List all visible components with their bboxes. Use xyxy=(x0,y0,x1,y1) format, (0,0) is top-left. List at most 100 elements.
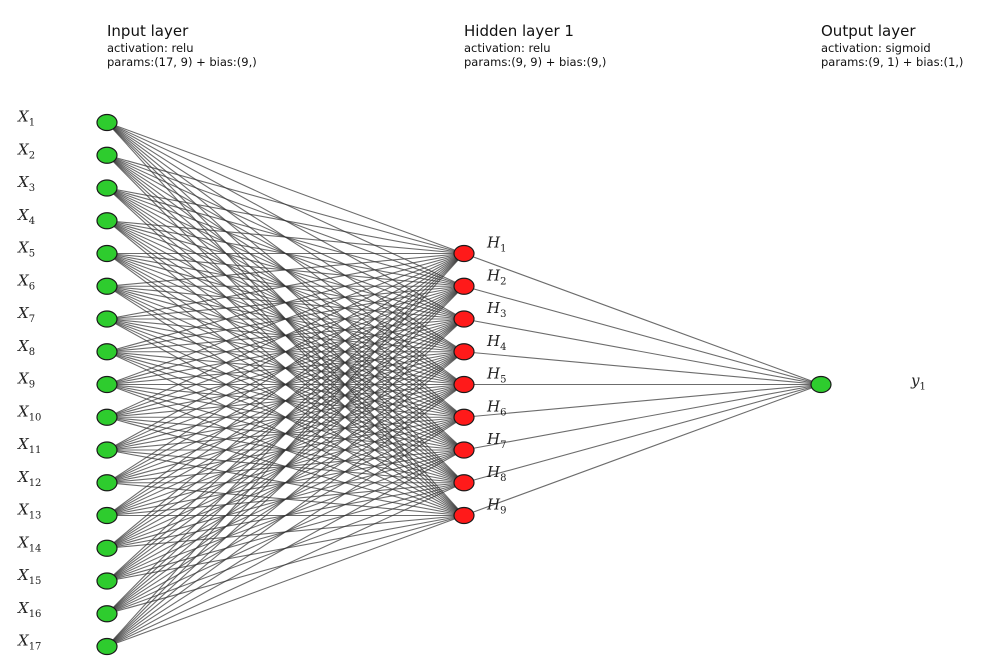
input-label-13: X13 xyxy=(17,501,41,522)
edge-hidden-4-to-output-1 xyxy=(463,351,822,386)
edge-input-11-to-hidden-1 xyxy=(106,253,465,451)
input-label-17: X17 xyxy=(17,632,41,653)
edge-input-17-to-hidden-8 xyxy=(106,482,465,647)
layer-activation: activation: relu xyxy=(107,41,194,55)
hidden-label-7: H7 xyxy=(486,430,506,451)
nodes-group xyxy=(96,113,832,656)
edge-input-4-to-hidden-1 xyxy=(106,220,465,255)
hidden-node-3 xyxy=(453,310,475,328)
edge-input-17-to-hidden-9 xyxy=(106,514,465,648)
input-node-9 xyxy=(96,375,118,394)
input-label-1: X1 xyxy=(17,108,35,129)
edge-input-1-to-hidden-1 xyxy=(106,121,465,255)
layer-header-input: Input layer activation: relu params:(17,… xyxy=(107,22,257,69)
input-node-16 xyxy=(96,605,118,623)
edge-input-17-to-hidden-5 xyxy=(106,384,465,647)
hidden-label-8: H8 xyxy=(486,463,506,484)
hidden-label-9: H9 xyxy=(486,496,506,517)
hidden-label-5: H5 xyxy=(486,365,506,386)
hidden-label-4: H4 xyxy=(486,332,506,353)
hidden-node-8 xyxy=(453,474,475,492)
layer-activation: activation: sigmoid xyxy=(821,41,931,55)
layer-params: params:(9, 9) + bias:(9,) xyxy=(464,55,607,69)
edge-hidden-6-to-output-1 xyxy=(463,383,822,418)
edge-input-17-to-hidden-4 xyxy=(106,351,465,647)
hidden-label-3: H3 xyxy=(486,299,506,320)
edge-input-13-to-hidden-1 xyxy=(106,253,465,516)
edge-input-12-to-hidden-1 xyxy=(106,253,465,484)
edge-input-6-to-hidden-1 xyxy=(106,252,465,287)
edge-input-8-to-hidden-1 xyxy=(106,252,465,353)
hidden-label-6: H6 xyxy=(486,397,506,418)
input-node-13 xyxy=(96,506,118,525)
input-node-12 xyxy=(96,474,118,492)
input-node-14 xyxy=(96,539,118,557)
edge-input-17-to-hidden-2 xyxy=(106,285,465,647)
edge-input-16-to-hidden-1 xyxy=(106,253,465,615)
input-node-3 xyxy=(96,179,118,197)
input-label-14: X14 xyxy=(17,533,41,554)
input-label-15: X15 xyxy=(17,566,41,587)
layer-title: Hidden layer 1 xyxy=(464,22,574,40)
edge-input-17-to-hidden-3 xyxy=(106,318,465,647)
input-node-7 xyxy=(96,310,118,328)
layer-header-output: Output layer activation: sigmoid params:… xyxy=(821,22,963,69)
output-node-1 xyxy=(810,375,832,394)
edge-input-15-to-hidden-1 xyxy=(106,253,465,582)
hidden-node-2 xyxy=(453,277,475,295)
input-node-10 xyxy=(96,408,118,426)
input-node-1 xyxy=(96,113,118,132)
layer-title: Input layer xyxy=(107,22,189,40)
input-node-5 xyxy=(96,244,118,263)
input-label-3: X3 xyxy=(17,173,35,194)
input-node-6 xyxy=(96,277,118,295)
edge-input-7-to-hidden-1 xyxy=(106,252,465,320)
edge-input-17-to-hidden-1 xyxy=(106,253,465,647)
layer-params: params:(9, 1) + bias:(1,) xyxy=(821,55,964,69)
input-node-2 xyxy=(96,146,118,164)
edge-hidden-3-to-output-1 xyxy=(463,318,822,386)
hidden-label-2: H2 xyxy=(486,266,506,287)
input-label-8: X8 xyxy=(17,337,35,358)
input-label-11: X11 xyxy=(17,435,41,456)
hidden-label-1: H1 xyxy=(486,234,506,255)
edge-input-10-to-hidden-1 xyxy=(106,253,465,418)
layer-title: Output layer xyxy=(821,22,916,40)
hidden-node-4 xyxy=(453,343,475,361)
edges-group xyxy=(106,121,822,648)
edge-input-2-to-hidden-1 xyxy=(106,154,465,255)
input-node-17 xyxy=(96,637,118,656)
edge-input-3-to-hidden-1 xyxy=(106,187,465,255)
edge-hidden-2-to-output-1 xyxy=(463,285,822,386)
hidden-node-7 xyxy=(453,441,475,459)
input-node-15 xyxy=(96,572,118,590)
layer-params: params:(17, 9) + bias:(9,) xyxy=(107,55,257,69)
edge-input-14-to-hidden-1 xyxy=(106,253,465,549)
layer-activation: activation: relu xyxy=(464,41,551,55)
hidden-node-6 xyxy=(453,408,475,426)
edge-hidden-7-to-output-1 xyxy=(463,383,822,451)
edge-hidden-9-to-output-1 xyxy=(463,383,822,517)
input-label-16: X16 xyxy=(17,599,41,620)
edge-hidden-1-to-output-1 xyxy=(463,252,822,386)
edge-input-17-to-hidden-6 xyxy=(106,416,465,647)
input-label-6: X6 xyxy=(17,271,35,292)
edge-hidden-8-to-output-1 xyxy=(463,383,822,484)
hidden-node-1 xyxy=(453,244,475,263)
input-label-9: X9 xyxy=(17,370,35,391)
input-label-4: X4 xyxy=(17,206,35,227)
hidden-node-5 xyxy=(453,375,475,394)
output-label-1: y1 xyxy=(910,372,926,393)
input-label-5: X5 xyxy=(17,239,35,260)
hidden-node-9 xyxy=(453,506,475,525)
input-label-7: X7 xyxy=(17,304,35,325)
input-node-4 xyxy=(96,212,118,230)
input-label-12: X12 xyxy=(17,468,41,489)
input-node-8 xyxy=(96,343,118,361)
edge-input-9-to-hidden-1 xyxy=(106,252,465,386)
input-label-10: X10 xyxy=(17,402,41,423)
layer-header-hidden-1: Hidden layer 1 activation: relu params:(… xyxy=(464,22,606,69)
input-node-11 xyxy=(96,441,118,459)
edge-input-17-to-hidden-7 xyxy=(106,449,465,647)
